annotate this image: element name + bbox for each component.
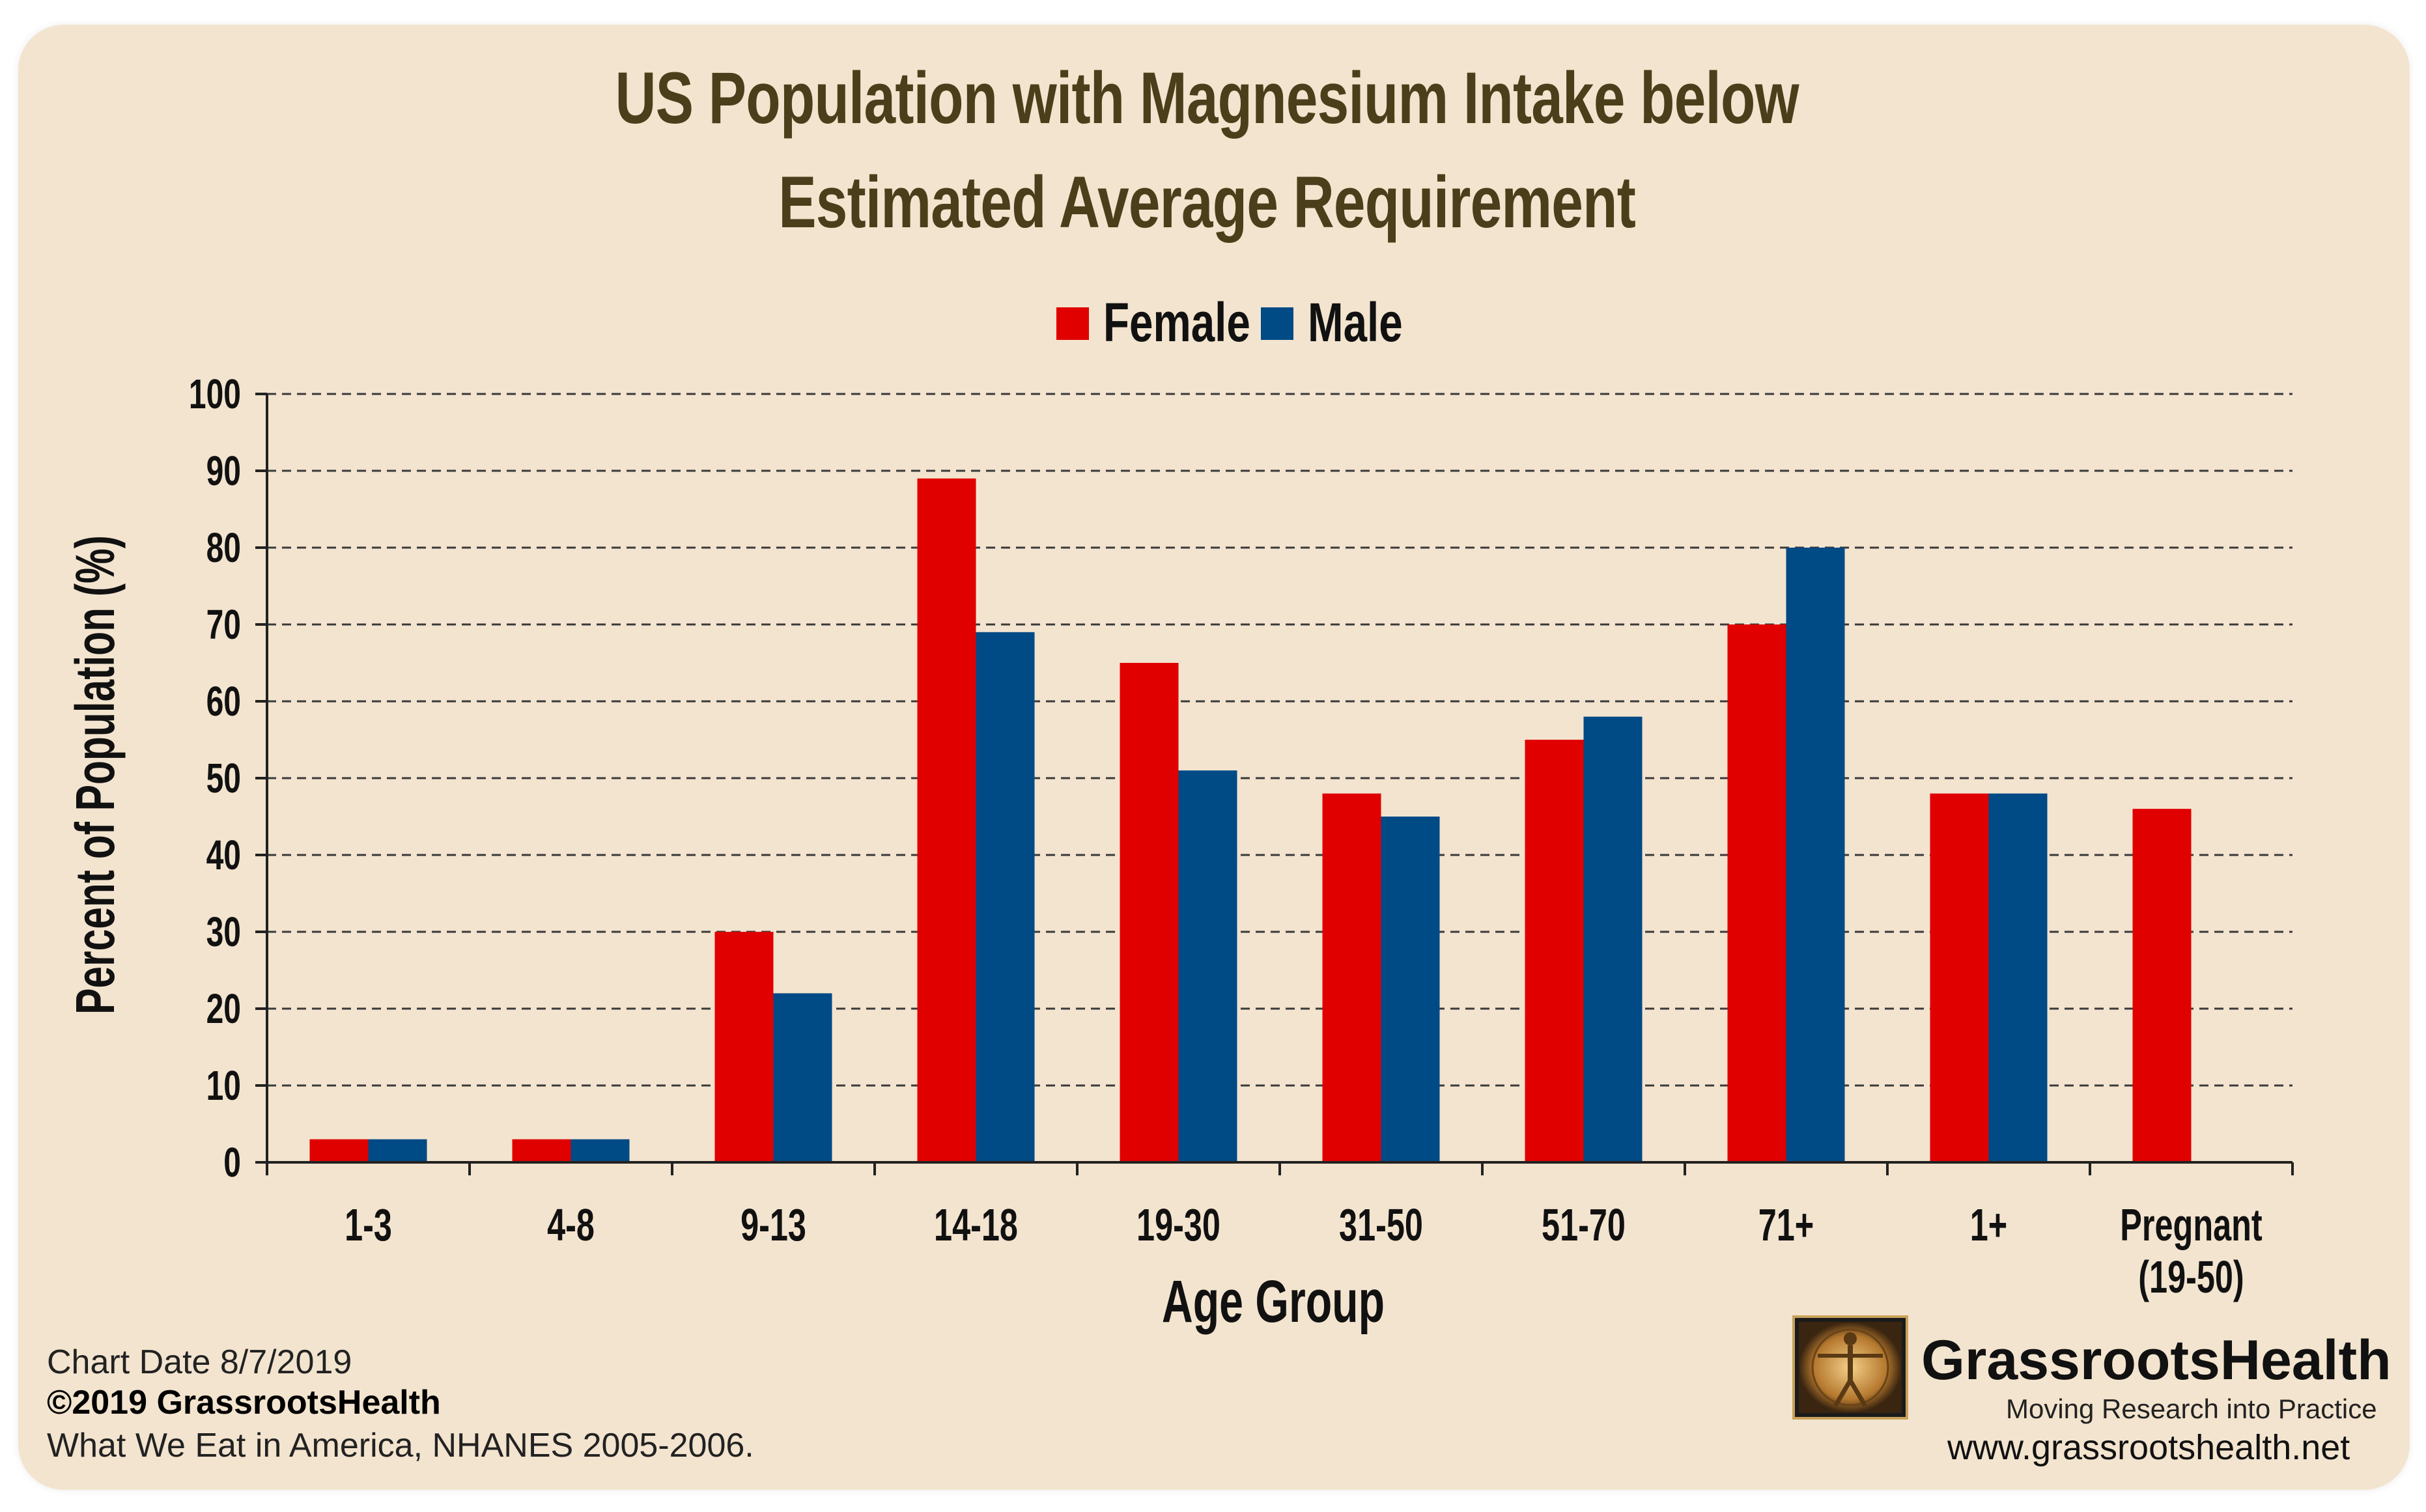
bar-male-5 [1381, 817, 1440, 1162]
x-tick-label: 31-50 [1339, 1199, 1423, 1250]
x-tick-label: 19-30 [1136, 1199, 1220, 1250]
y-tick-label: 50 [206, 755, 241, 801]
x-tick-label: (19-50) [2138, 1252, 2244, 1302]
y-tick-label: 80 [206, 524, 241, 570]
x-tick-label: 9-13 [740, 1199, 806, 1250]
x-tick-label: 1+ [1970, 1199, 2007, 1250]
bar-male-3 [976, 632, 1035, 1162]
copyright-notice: ©2019 GrassrootsHealth [47, 1384, 441, 1421]
axis-labels: 0 10 20 30 40 50 60 70 80 90 100 1-3 4-8 9-13 14-18 19-… [64, 371, 2262, 1334]
bar-female-0 [309, 1139, 369, 1162]
bar-male-4 [1178, 770, 1237, 1162]
axes [255, 393, 2294, 1175]
data-source: What We Eat in America, NHANES 2005-2006… [47, 1427, 754, 1464]
x-tick-label: Pregnant [2120, 1199, 2262, 1250]
y-tick-label: 60 [206, 678, 241, 724]
x-tick-label: 1-3 [345, 1199, 392, 1250]
bar-female-2 [714, 932, 774, 1162]
bar-female-5 [1322, 793, 1381, 1162]
bar-male-2 [773, 993, 832, 1162]
legend-swatch-male [1261, 307, 1293, 340]
legend-label-female: Female [1103, 292, 1250, 353]
x-tick-label: 51-70 [1542, 1199, 1626, 1250]
x-tick-label: 71+ [1758, 1199, 1814, 1250]
y-tick-label: 40 [206, 832, 241, 878]
y-tick-label: 90 [206, 447, 241, 494]
legend-swatch-female [1056, 307, 1089, 340]
bar-male-7 [1786, 548, 1845, 1162]
bars [309, 478, 2192, 1162]
bar-female-6 [1525, 740, 1584, 1162]
x-axis-title: Age Group [1162, 1267, 1385, 1334]
bar-female-8 [1930, 793, 1989, 1162]
logo-tagline: Moving Research into Practice [2006, 1393, 2377, 1424]
gridlines [267, 393, 2292, 1087]
x-tick-label: 14-18 [934, 1199, 1018, 1250]
y-tick-label: 10 [206, 1062, 241, 1108]
y-tick-label: 30 [206, 908, 241, 955]
bar-male-0 [368, 1139, 427, 1162]
chart-title-line-2: Estimated Average Requirement [778, 161, 1636, 243]
bar-male-8 [1988, 793, 2048, 1162]
bar-female-1 [512, 1139, 571, 1162]
legend-label-male: Male [1308, 292, 1403, 353]
y-tick-label: 0 [223, 1139, 241, 1185]
x-tick-label: 4-8 [547, 1199, 595, 1250]
logo-name: GrassrootsHealth [1921, 1329, 2391, 1392]
y-tick-label: 20 [206, 985, 241, 1031]
bar-male-6 [1583, 716, 1643, 1162]
y-tick-label: 70 [206, 601, 241, 647]
chart-date: Chart Date 8/7/2019 [47, 1343, 352, 1381]
chart-legend: Female Male [0, 293, 2426, 352]
vitruvian-logo-icon [1792, 1315, 1908, 1420]
y-axis-title: Percent of Population (%) [64, 535, 126, 1015]
bar-female-4 [1120, 663, 1179, 1162]
y-tick-label: 100 [189, 371, 241, 417]
chart-title-line-1: US Population with Magnesium Intake belo… [615, 57, 1799, 139]
chart-card [18, 25, 2410, 1490]
bar-female-7 [1727, 624, 1786, 1162]
website-link[interactable]: www.grassrootshealth.net [1947, 1428, 2350, 1467]
bar-female-3 [917, 478, 976, 1162]
bar-female-9 [2132, 809, 2192, 1162]
bar-male-1 [571, 1139, 630, 1162]
